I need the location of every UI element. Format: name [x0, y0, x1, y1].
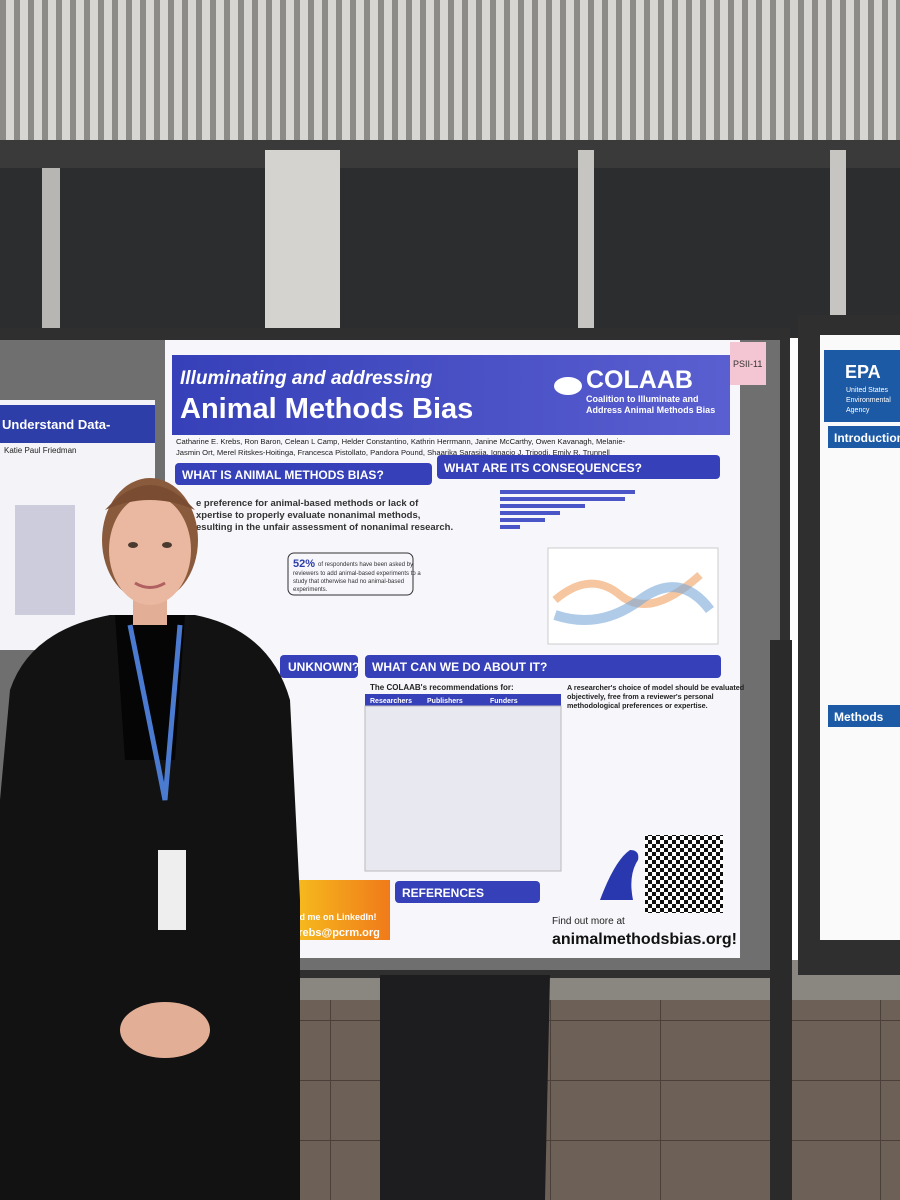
poster-tag-text: PSII-11: [733, 359, 762, 369]
bar-shape: [500, 525, 520, 529]
chart-band: [553, 582, 714, 625]
left-poster-author: Katie Paul Friedman: [4, 446, 76, 455]
left-poster-header: [0, 405, 155, 443]
poster-header: [172, 355, 730, 435]
logo: COLAAB: [586, 366, 693, 394]
email: ckrebs@pcrm.org: [286, 927, 380, 939]
find-out: Find out more at: [552, 916, 625, 927]
column: [830, 150, 846, 340]
mouth: [134, 581, 166, 589]
table-header-cell: Researchers: [370, 698, 412, 705]
section-heading: WHAT CAN WE DO ABOUT IT?: [372, 660, 547, 674]
table-header-cell: Publishers: [427, 698, 463, 705]
section-bar: [365, 655, 721, 678]
summary: objectively, free from a reviewer's pers…: [567, 692, 714, 701]
epa-name: Agency: [846, 407, 870, 414]
section-bar: [280, 655, 358, 678]
table-header-cell: Funders: [490, 698, 518, 705]
hands: [120, 1002, 210, 1058]
epa-name: United States: [846, 387, 889, 394]
face: [109, 495, 191, 605]
poster-title: Illuminating and addressing: [180, 368, 433, 389]
section-heading: REFERENCES: [402, 886, 484, 900]
bar-shape: [500, 497, 625, 501]
authors: Jasmin Ort, Merel Ritskes-Hoitinga, Fran…: [176, 448, 610, 457]
epa-section: Introduction: [834, 431, 900, 445]
bar-shape: [500, 511, 560, 515]
stat-box: [287, 552, 414, 596]
badge: [158, 850, 186, 930]
epa-section-bar: [828, 426, 900, 448]
qr-code: [645, 835, 723, 913]
quote: esulting in the unfair assessment of non…: [196, 522, 453, 533]
stat-text: reviewers to add animal-based experiment…: [293, 571, 421, 577]
section-heading: WHAT IS ANIMAL METHODS BIAS?: [182, 468, 384, 482]
logo-tagline: Coalition to Illuminate and: [586, 394, 699, 404]
consequence-bars: [500, 490, 635, 529]
quote: e preference for animal-based methods or…: [196, 498, 419, 509]
table-title: The COLAAB's recommendations for:: [370, 683, 514, 692]
jacket: [0, 615, 300, 1200]
rat-illustration: [600, 850, 639, 900]
poster-tag: [730, 342, 766, 385]
table-header: [365, 694, 561, 706]
stat-text: experiments.: [293, 587, 328, 593]
bar-shape: [500, 504, 585, 508]
section-bar: [175, 463, 432, 485]
column: [42, 168, 60, 338]
stat: 52%: [293, 558, 315, 570]
left-poster-title: Understand Data-: [2, 417, 110, 432]
logo-tagline: Address Animal Methods Bias: [586, 405, 715, 415]
summary: methodological preferences or expertise.: [567, 701, 708, 710]
background-person: [380, 975, 550, 1200]
poster-title: Animal Methods Bias: [180, 393, 473, 425]
windows: [0, 168, 900, 338]
beam: [0, 140, 900, 168]
table-body: [364, 705, 562, 872]
left-poster-figure: [15, 505, 75, 615]
website: animalmethodsbias.org!: [552, 931, 737, 948]
epa-logo: EPA: [845, 362, 881, 382]
chart-band: [552, 572, 703, 608]
stat-text: of respondents have been asked by: [318, 562, 413, 568]
epa-section: Methods: [834, 710, 884, 724]
epa-poster: [820, 335, 900, 940]
ceiling: [0, 0, 900, 150]
section-heading: UNKNOWN?: [288, 660, 359, 674]
epa-header: [824, 350, 900, 422]
authors: Catharine E. Krebs, Ron Baron, Celean L …: [176, 437, 626, 446]
section-bar: [395, 881, 540, 903]
section-bar: [437, 455, 720, 479]
bar-shape: [500, 490, 635, 494]
column: [578, 150, 594, 340]
board-leg: [770, 640, 792, 1200]
bar-shape: [500, 518, 545, 522]
hair-top: [105, 485, 195, 510]
epa-name: Environmental: [846, 397, 891, 404]
eye: [162, 542, 172, 548]
eye: [128, 542, 138, 548]
stat-text: study that otherwise had no animal-based: [293, 579, 404, 585]
rat-logo: [554, 377, 582, 395]
linkedin: Find me on LinkedIn!: [286, 912, 377, 922]
epa-section-bar: [828, 705, 900, 727]
shirt: [115, 615, 185, 760]
summary: A researcher's choice of model should be…: [567, 683, 744, 692]
section-heading: WHAT ARE ITS CONSEQUENCES?: [444, 461, 642, 475]
column: [265, 150, 340, 340]
lanyard: [127, 624, 183, 801]
quote: xpertise to properly evaluate nonanimal …: [196, 510, 420, 521]
